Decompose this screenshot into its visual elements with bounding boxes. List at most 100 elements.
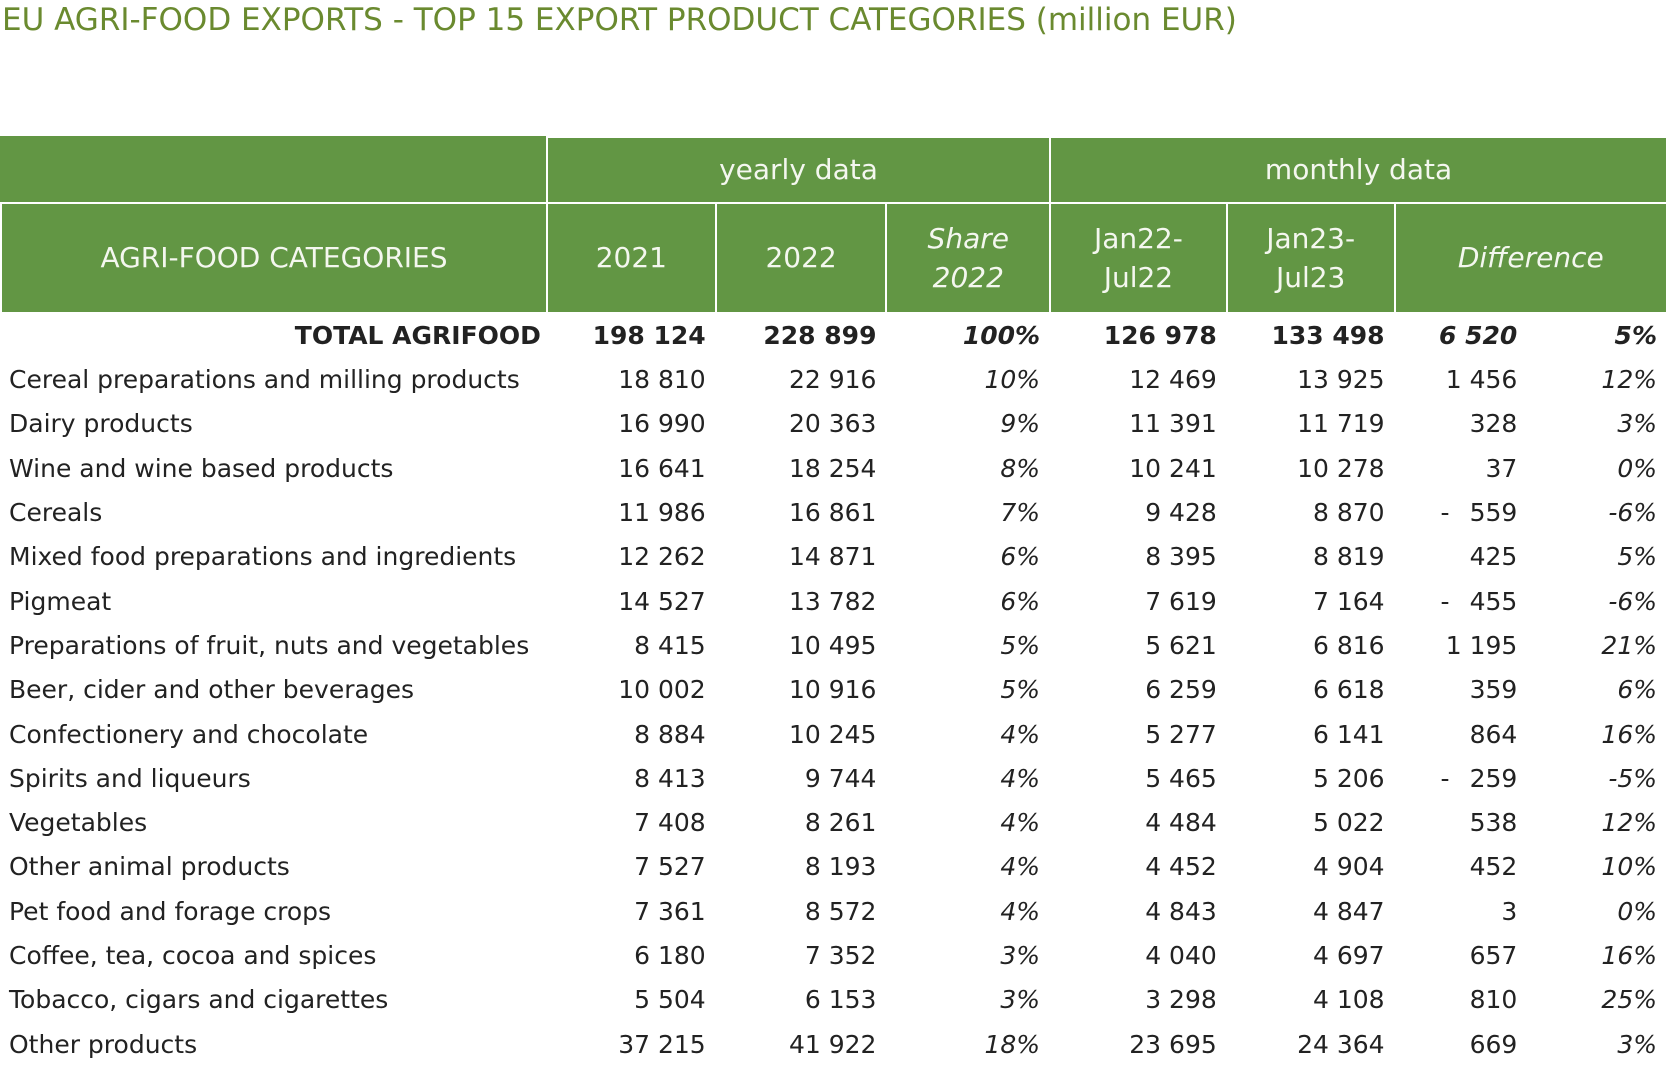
value-jan23-jul23: 6 141 <box>1312 719 1385 749</box>
value-2022: 6 153 <box>804 985 877 1015</box>
table-row: Preparations of fruit, nuts and vegetabl… <box>1 624 1667 668</box>
category-label: Pigmeat <box>9 586 112 616</box>
value-jan23-jul23: 13 925 <box>1297 365 1385 395</box>
table-row: Vegetables 7 408 8 261 4% 4 484 5 022 538 12% <box>1 801 1667 845</box>
value-jan22-jul22: 12 469 <box>1129 365 1217 395</box>
category-label: Cereal preparations and milling products <box>9 365 520 395</box>
value-jan22-jul22: 5 465 <box>1145 763 1217 793</box>
value-2022: 7 352 <box>804 941 877 970</box>
category-label: Dairy products <box>9 409 193 439</box>
value-2021: 12 262 <box>618 542 706 572</box>
header-jan23-line2: Jul23 <box>1275 261 1346 294</box>
value-jan22-jul22: 6 259 <box>1145 675 1217 705</box>
value-jan23-jul23: 8 870 <box>1312 498 1385 528</box>
difference-value: 1 456 <box>1445 365 1518 395</box>
table-row: Cereals 11 986 16 861 7% 9 428 8 870 -559 -6% <box>1 491 1667 535</box>
value-2022: 10 495 <box>788 630 877 660</box>
value-jan22-jul22: 5 621 <box>1145 630 1217 660</box>
value-jan23-jul23: 5 022 <box>1312 808 1385 838</box>
value-difference-pct: 0% <box>1617 453 1657 483</box>
value-difference-abs: 657 <box>1395 934 1528 978</box>
table-row: Wine and wine based products 16 641 18 254… <box>1 447 1667 491</box>
total-row: TOTAL AGRIFOOD 198 124 228 899 100% 126 … <box>1 313 1667 358</box>
category-label: Other animal products <box>9 852 290 882</box>
value-jan22-jul22: 4 452 <box>1145 852 1217 882</box>
value-difference-pct: -6% <box>1608 586 1657 616</box>
value-jan23-jul23: 4 697 <box>1312 941 1385 970</box>
value-jan23-jul23: 5 206 <box>1312 763 1385 793</box>
header-jan23-jul23: Jan23- Jul23 <box>1225 202 1396 314</box>
value-2021: 11 986 <box>618 498 706 528</box>
value-difference-pct: 0% <box>1617 896 1657 926</box>
category-label: Vegetables <box>9 808 148 838</box>
value-difference-abs: 1 456 <box>1395 358 1528 402</box>
header-agri-food-categories: AGRI-FOOD CATEGORIES <box>0 202 548 314</box>
value-share-2022: 18% <box>984 1029 1041 1059</box>
value-share-2022: 4% <box>1000 808 1041 838</box>
difference-value: 359 <box>1469 675 1518 705</box>
value-2021: 7 408 <box>634 808 706 838</box>
difference-value: 3 <box>1501 896 1518 926</box>
value-2021: 7 527 <box>634 852 706 882</box>
header-jan22-line2: Jul22 <box>1103 261 1174 294</box>
header-2021: 2021 <box>545 202 717 314</box>
value-jan22-jul22: 5 277 <box>1145 719 1217 749</box>
header-jan22-jul22: Jan22- Jul22 <box>1049 202 1228 314</box>
difference-value: 669 <box>1469 1029 1518 1059</box>
value-2022: 9 744 <box>804 763 877 793</box>
value-2022: 41 922 <box>788 1029 877 1059</box>
difference-sign: - <box>1440 498 1450 528</box>
value-2022: 8 193 <box>804 852 877 882</box>
difference-value: 657 <box>1469 941 1518 970</box>
header-monthly-data: monthly data <box>1049 136 1668 204</box>
header-yearly-data: yearly data <box>545 136 1052 204</box>
value-share-2022: 7% <box>1000 498 1041 528</box>
value-share-2022: 6% <box>1000 586 1041 616</box>
value-difference-abs: 669 <box>1395 1022 1528 1066</box>
difference-value: 538 <box>1469 808 1518 838</box>
category-label: Preparations of fruit, nuts and vegetabl… <box>9 630 530 660</box>
value-jan22-jul22: 7 619 <box>1145 586 1217 616</box>
value-jan23-jul23: 6 816 <box>1312 630 1385 660</box>
table-row: Cereal preparations and milling products… <box>1 358 1667 402</box>
value-jan23-jul23: 11 719 <box>1297 409 1385 439</box>
table-row: Coffee, tea, cocoa and spices 6 180 7 352 3… <box>1 934 1667 978</box>
value-share-2022: 4% <box>1000 852 1041 882</box>
value-difference-abs: 810 <box>1395 978 1528 1022</box>
category-label: Confectionery and chocolate <box>9 719 369 749</box>
table-row: Other animal products 7 527 8 193 4% 4 452 4 … <box>1 845 1667 889</box>
value-jan23-jul23: 8 819 <box>1312 542 1385 572</box>
difference-value: 864 <box>1469 719 1518 749</box>
value-difference-abs: 359 <box>1395 668 1528 712</box>
value-jan22-jul22: 11 391 <box>1129 409 1217 439</box>
value-difference-pct: -5% <box>1608 763 1657 793</box>
value-2021: 16 641 <box>618 453 706 483</box>
total-jan23: 133 498 <box>1271 321 1385 350</box>
value-2021: 7 361 <box>634 896 706 926</box>
category-label: Wine and wine based products <box>9 453 394 483</box>
value-difference-abs: 425 <box>1395 535 1528 579</box>
header-share-line1: Share <box>927 221 1009 255</box>
total-diff-pct: 5% <box>1614 321 1657 350</box>
value-share-2022: 10% <box>984 365 1041 395</box>
value-difference-abs: 538 <box>1395 801 1528 845</box>
value-difference-abs: 1 195 <box>1395 624 1528 668</box>
value-2021: 5 504 <box>634 985 706 1015</box>
value-difference-abs: 37 <box>1395 447 1528 491</box>
page-title: EU AGRI-FOOD EXPORTS - TOP 15 EXPORT PRO… <box>2 2 1237 38</box>
value-2022: 8 572 <box>804 896 877 926</box>
header-2022: 2022 <box>714 202 888 314</box>
value-2022: 13 782 <box>788 586 877 616</box>
value-2021: 8 415 <box>634 630 706 660</box>
difference-value: 37 <box>1485 453 1518 483</box>
export-table: yearly data monthly data AGRI-FOOD CATEG… <box>0 136 1668 1067</box>
category-label: Mixed food preparations and ingredients <box>9 542 517 572</box>
total-share: 100% <box>962 321 1041 350</box>
value-share-2022: 8% <box>1000 453 1041 483</box>
value-2021: 14 527 <box>618 586 706 616</box>
value-jan23-jul23: 4 904 <box>1312 852 1385 882</box>
value-jan22-jul22: 23 695 <box>1129 1029 1217 1059</box>
value-share-2022: 5% <box>1000 675 1041 705</box>
header-jan22-line1: Jan22- <box>1093 221 1183 255</box>
value-difference-pct: 12% <box>1601 365 1657 395</box>
